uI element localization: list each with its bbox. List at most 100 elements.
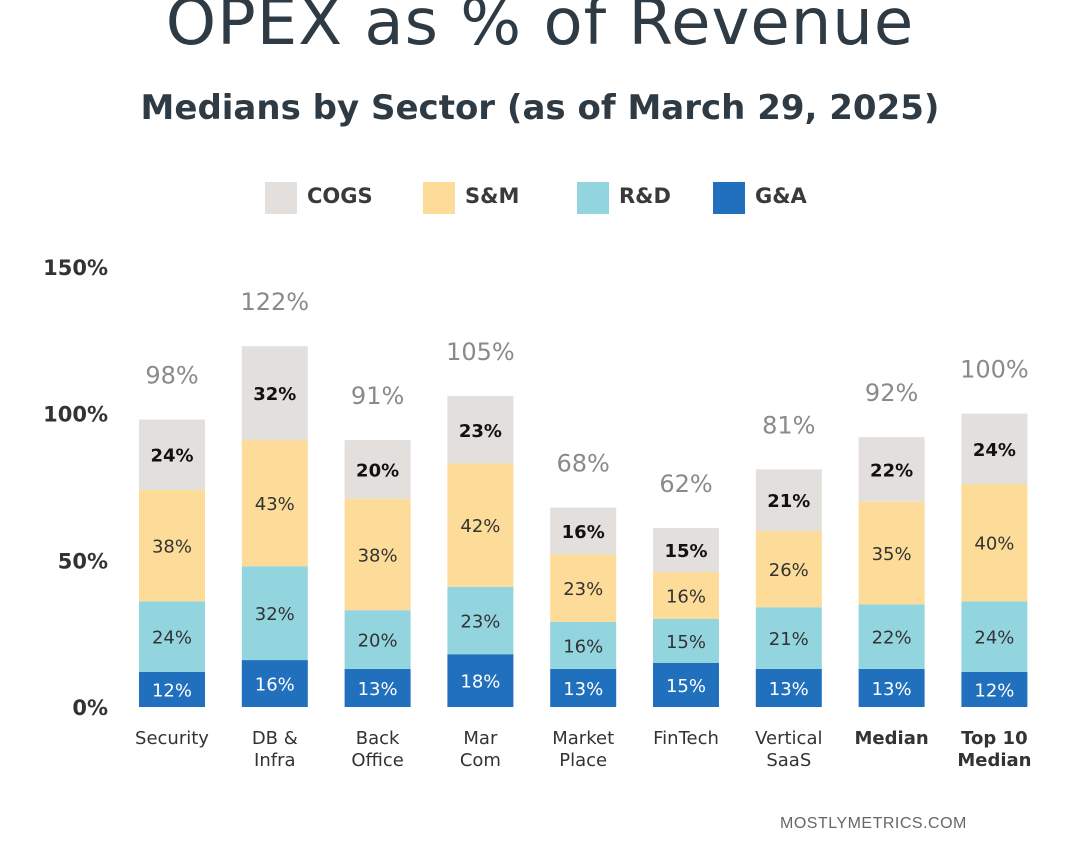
x-tick-label: Com [460, 750, 501, 771]
bar-segment-r-d [447, 586, 514, 655]
total-label: 105% [446, 338, 515, 366]
x-tick-label: Place [559, 750, 607, 771]
bar-segment-r-d [961, 601, 1028, 672]
x-tick-label: FinTech [653, 728, 719, 749]
data-label: 38% [152, 537, 192, 558]
data-label: 24% [150, 446, 193, 467]
x-tick-label: Security [135, 728, 209, 749]
data-label: 32% [253, 384, 296, 405]
chart-subtitle: Medians by Sector (as of March 29, 2025) [140, 88, 940, 128]
bar-segment-s-m [139, 489, 205, 602]
data-label: 13% [769, 679, 809, 700]
legend-label: S&M [465, 184, 520, 208]
legend-swatch [265, 182, 297, 214]
data-label: 32% [255, 604, 295, 625]
data-label: 16% [563, 636, 603, 657]
data-label: 24% [152, 628, 192, 649]
data-label: 13% [358, 679, 398, 700]
data-label: 12% [152, 680, 192, 701]
total-label: 68% [557, 450, 610, 478]
legend-label: COGS [307, 184, 373, 208]
total-label: 98% [145, 362, 198, 390]
data-label: 15% [664, 541, 707, 562]
y-tick-label: 100% [43, 403, 108, 427]
x-tick-label: Median [957, 750, 1031, 771]
bar-segment-r-d [755, 607, 822, 669]
legend-label: G&A [755, 184, 807, 208]
bar-segment-s-m [447, 463, 514, 587]
bar-segment-cogs [139, 419, 205, 490]
bar-segment-cogs [344, 440, 411, 499]
source-credit: MOSTLYMETRICS.COM [780, 815, 967, 832]
data-label: 43% [255, 494, 295, 515]
data-label: 21% [767, 491, 810, 512]
data-label: 35% [872, 544, 912, 565]
data-label: 38% [358, 545, 398, 566]
legend-swatch [713, 182, 745, 214]
bar-segment-s-m [344, 498, 411, 611]
bar-segment-cogs [961, 413, 1028, 485]
data-label: 22% [870, 460, 913, 481]
bar-segment-g-a [550, 668, 617, 707]
bar-segment-s-m [858, 501, 925, 605]
data-label: 13% [872, 679, 912, 700]
x-tick-label: Top 10 [961, 728, 1027, 749]
x-tick-label: SaaS [766, 750, 811, 771]
total-label: 62% [659, 470, 712, 498]
bar-segment-r-d [241, 566, 308, 661]
stacked-bar-chart: 0% 50% 100% 150% 12% 24% 38% 24% 98% Security 16% 3… [43, 256, 1031, 771]
data-label: 20% [356, 460, 399, 481]
data-label: 23% [563, 579, 603, 600]
bar-segment-g-a [755, 668, 822, 707]
bar-segment-cogs [858, 437, 925, 502]
legend-label: R&D [619, 184, 671, 208]
data-label: 12% [974, 680, 1014, 701]
data-label: 21% [769, 629, 809, 650]
data-label: 22% [872, 628, 912, 649]
x-tick-label: Infra [254, 750, 295, 771]
bar-segment-cogs [447, 396, 514, 464]
data-label: 24% [974, 628, 1014, 649]
data-label: 40% [974, 534, 1014, 555]
data-label: 23% [459, 421, 502, 442]
legend: COGS S&M R&D G&A [0, 180, 1080, 216]
data-label: 42% [460, 516, 500, 537]
y-tick-label: 50% [58, 549, 108, 573]
bar-segment-r-d [858, 604, 925, 669]
bar-segment-s-m [241, 440, 308, 567]
data-label: 18% [460, 672, 500, 693]
x-tick-label: Back [356, 728, 400, 749]
bar-segment-cogs [241, 346, 308, 441]
data-label: 15% [666, 676, 706, 697]
bar-segment-g-a [653, 663, 719, 707]
chart-title: OPEX as % of Revenue [165, 0, 915, 60]
total-label: 122% [240, 288, 309, 316]
total-label: 100% [960, 356, 1029, 384]
data-label: 16% [666, 587, 706, 608]
bar-segment-r-d [344, 610, 411, 669]
bar-segment-s-m [755, 531, 822, 608]
data-label: 16% [562, 522, 605, 543]
data-label: 20% [358, 631, 398, 652]
total-label: 92% [865, 379, 918, 407]
legend-swatch [577, 182, 609, 214]
bar-segment-r-d [139, 601, 205, 672]
data-label: 26% [769, 560, 809, 581]
data-label: 23% [460, 611, 500, 632]
bar-segment-g-a [858, 668, 925, 707]
x-tick-label: Median [855, 728, 929, 749]
bar-segment-r-d [550, 621, 617, 669]
bar-segment-g-a [241, 660, 308, 707]
data-label: 13% [563, 679, 603, 700]
data-label: 16% [255, 675, 295, 696]
x-tick-label: Vertical [755, 728, 822, 749]
bar-segment-s-m [653, 572, 719, 619]
x-tick-label: Office [351, 750, 404, 771]
data-label: 15% [666, 632, 706, 653]
bar-segment-s-m [961, 484, 1028, 602]
bar-segment-s-m [550, 554, 617, 622]
bar-segment-cogs [755, 469, 822, 531]
legend-swatch [423, 182, 455, 214]
bar-segment-r-d [653, 619, 719, 663]
total-label: 91% [351, 382, 404, 410]
